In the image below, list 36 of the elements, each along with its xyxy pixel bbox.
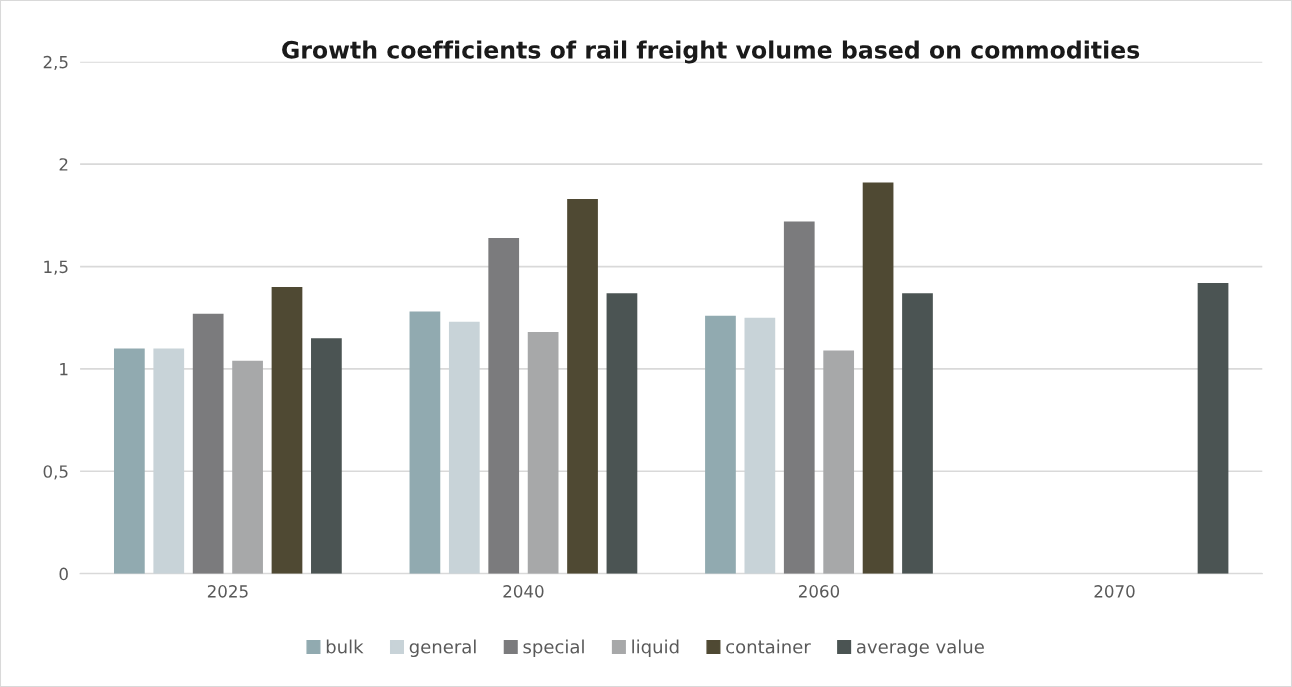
bar (488, 237, 520, 574)
bar (567, 199, 598, 574)
bar (606, 293, 638, 574)
bar (902, 293, 933, 574)
x-tick-label: 2025 (207, 585, 248, 598)
y-tick-label: 0,5 (43, 465, 68, 480)
legend-label: general (409, 639, 476, 658)
x-tick-label: 2070 (1094, 585, 1135, 598)
y-tick-label: 1 (60, 363, 68, 376)
bar (232, 360, 263, 574)
bar (783, 221, 815, 574)
y-tick-label: 0 (59, 567, 68, 581)
bar (862, 182, 894, 574)
bar (153, 348, 185, 574)
y-tick-label: 1,5 (44, 260, 68, 275)
legend-label: liquid (632, 639, 679, 658)
legend-label: special (523, 639, 584, 658)
bar (705, 315, 736, 574)
x-tick-label: 2060 (798, 585, 840, 598)
x-tick-label: 2040 (503, 585, 544, 598)
y-tick-label: 2,5 (43, 55, 68, 71)
bar (744, 317, 776, 574)
bar (271, 287, 303, 574)
bar (192, 313, 224, 574)
bar (527, 332, 559, 574)
legend-label: bulk (326, 639, 364, 654)
y-tick-label: 2 (59, 158, 68, 171)
bar (1197, 282, 1229, 574)
bar (448, 321, 480, 574)
bar (113, 348, 145, 574)
bar (823, 350, 855, 574)
chart-title: Growth coefficients of rail freight volume based on commodities (282, 40, 1140, 64)
bar (409, 311, 441, 574)
bar (311, 338, 342, 574)
legend-label: container (726, 639, 811, 654)
legend-label: average value (856, 639, 984, 658)
